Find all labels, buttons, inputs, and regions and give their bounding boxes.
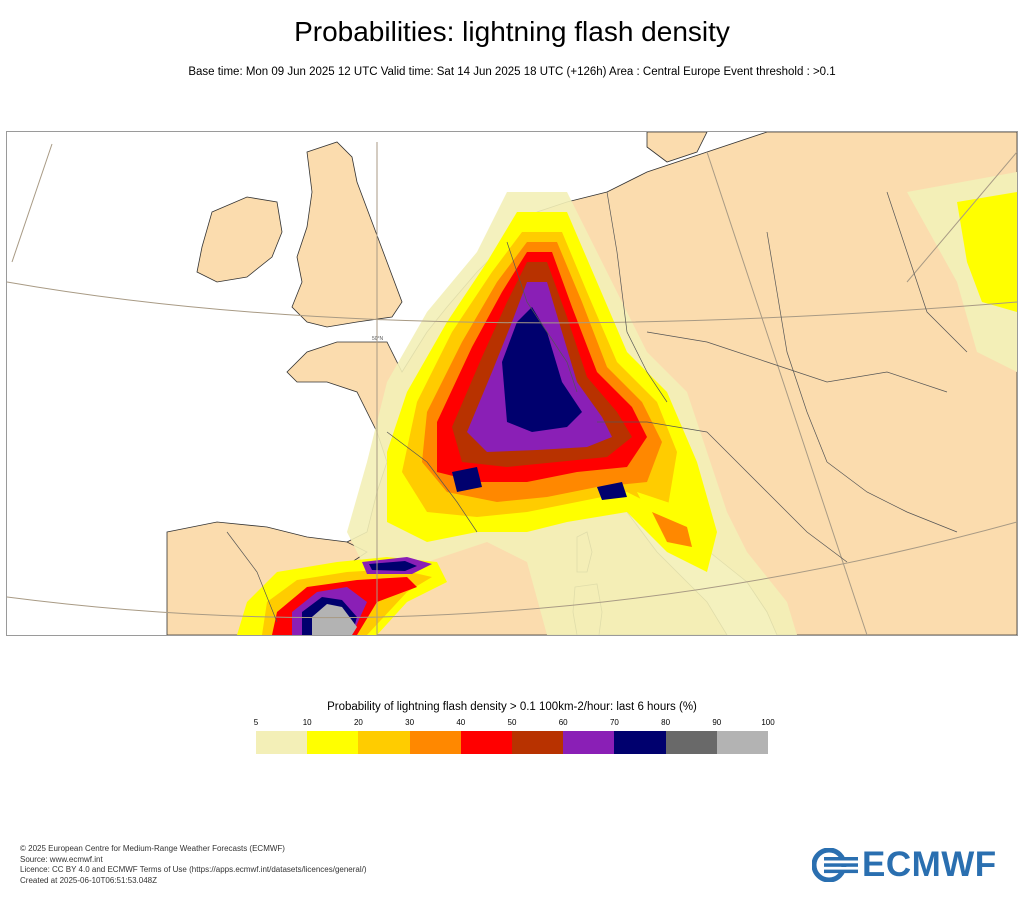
legend-swatch xyxy=(563,731,615,754)
footer-created: Created at 2025-06-10T06:51:53.048Z xyxy=(20,875,157,885)
chart-subtitle: Base time: Mon 09 Jun 2025 12 UTC Valid … xyxy=(188,66,836,78)
legend-tick-label: 100 xyxy=(761,718,775,727)
legend-ticks: 5 10 20 30 40 50 60 70 80 90 100 xyxy=(253,718,775,730)
legend-swatch xyxy=(256,731,308,754)
legend-swatch xyxy=(716,731,769,754)
footer: © 2025 European Centre for Medium-Range … xyxy=(20,844,367,886)
legend-colorbar xyxy=(256,731,769,754)
latitude-label: 50°N xyxy=(372,336,384,342)
ecmwf-logo-text: ECMWF xyxy=(862,845,997,884)
legend-tick-label: 20 xyxy=(353,718,363,727)
map-panel[interactable]: 50°N xyxy=(6,131,1018,636)
legend-swatch xyxy=(358,731,410,754)
legend-swatch xyxy=(614,731,666,754)
map-svg: 50°N xyxy=(7,132,1017,635)
probability-layer xyxy=(237,172,1017,635)
legend-tick-label: 90 xyxy=(712,718,722,727)
legend-swatch xyxy=(665,731,717,754)
ecmwf-logo[interactable]: ECMWF xyxy=(812,845,1008,884)
legend-swatch xyxy=(409,731,461,754)
land-great-britain xyxy=(291,141,403,328)
chart-title: Probabilities: lightning flash density xyxy=(294,16,730,47)
legend-tick-label: 50 xyxy=(507,718,517,727)
land-scandinavia xyxy=(646,132,708,163)
graticule xyxy=(7,142,1017,635)
legend-swatch xyxy=(512,731,564,754)
legend-tick-label: 70 xyxy=(609,718,619,727)
legend-tick-label: 80 xyxy=(661,718,671,727)
legend-swatch xyxy=(307,731,359,754)
footer-copyright: © 2025 European Centre for Medium-Range … xyxy=(20,844,285,853)
legend-tick-label: 30 xyxy=(405,718,415,727)
legend-tick-label: 60 xyxy=(558,718,568,727)
ecmwf-logo-icon xyxy=(812,848,858,882)
legend-title: Probability of lightning flash density >… xyxy=(327,701,697,713)
footer-source: Source: www.ecmwf.int xyxy=(20,854,103,864)
legend-tick-label: 5 xyxy=(253,718,259,727)
country-borders xyxy=(226,191,968,623)
legend-tick-label: 10 xyxy=(302,718,312,727)
legend-swatch xyxy=(460,731,513,754)
legend-tick-label: 40 xyxy=(456,718,466,727)
land-ireland xyxy=(196,196,283,283)
footer-licence: Licence: CC BY 4.0 and ECMWF Terms of Us… xyxy=(20,865,367,874)
